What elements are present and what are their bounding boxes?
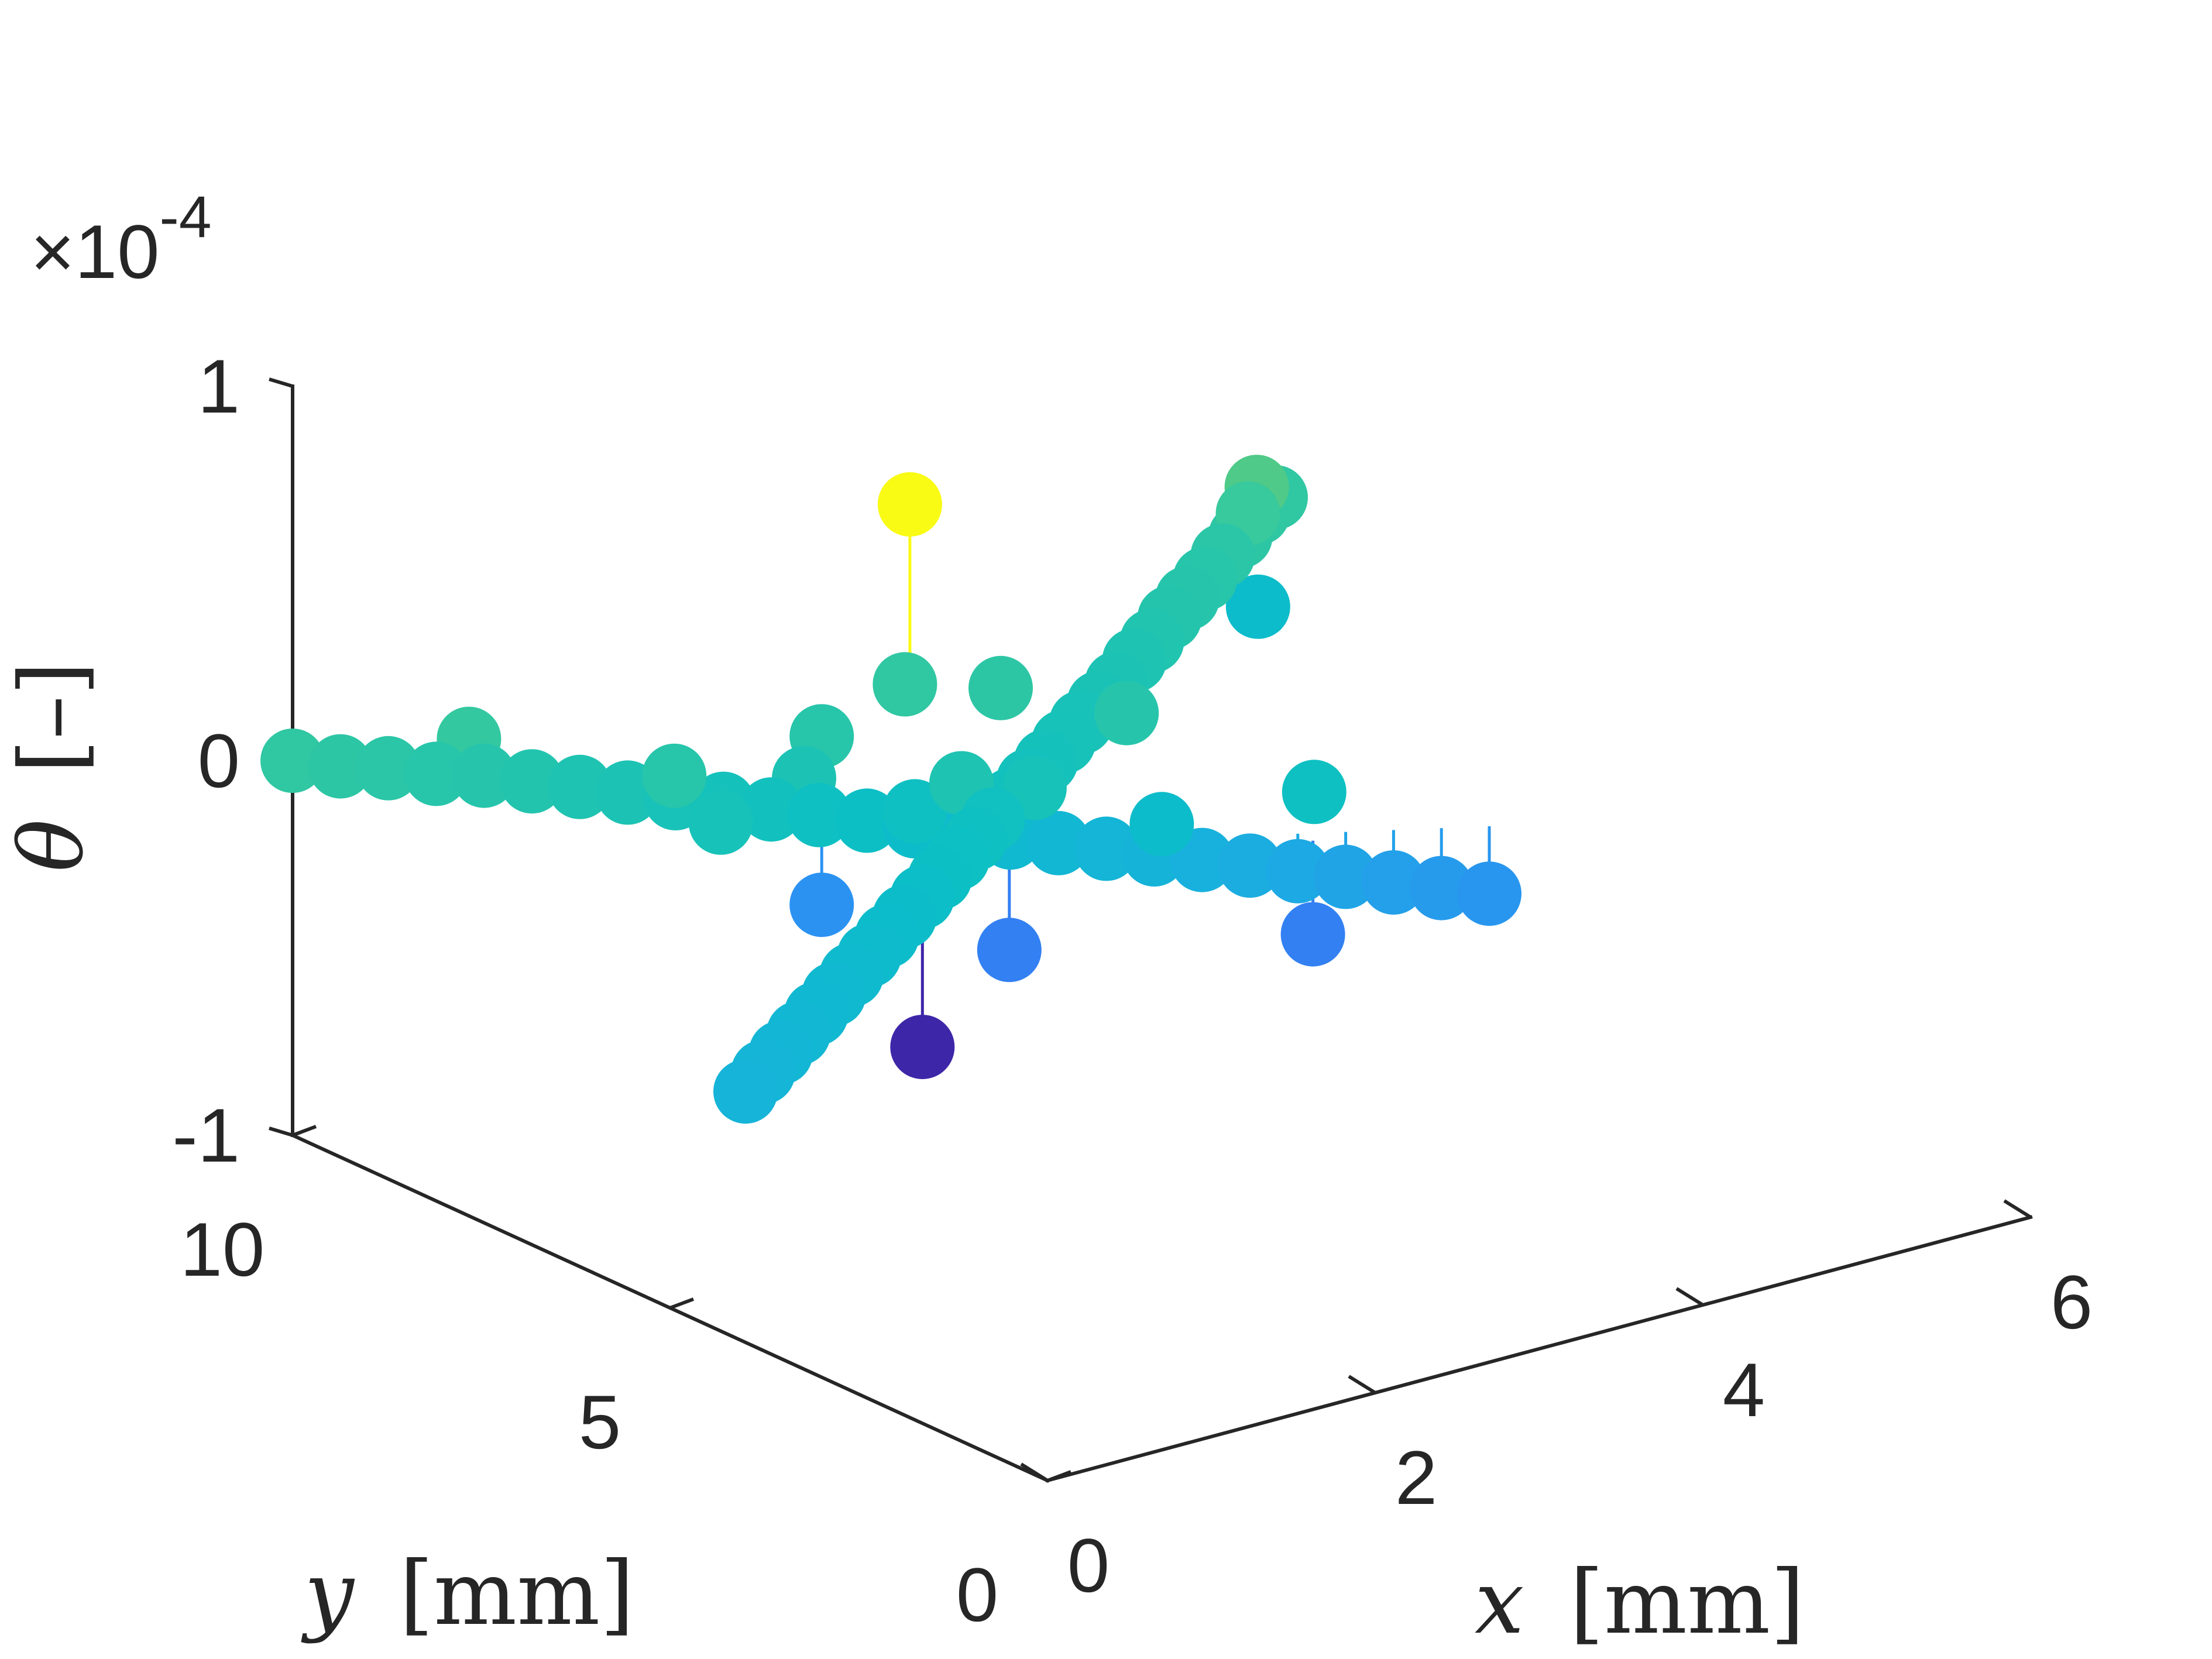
data-point xyxy=(547,754,612,819)
data-point xyxy=(1361,850,1426,915)
y-axis-label: y [mm] xyxy=(301,1543,634,1645)
x-tick-label: 4 xyxy=(1723,1347,1765,1433)
z-axis-var: θ xyxy=(1,819,103,872)
x-axis-var: x xyxy=(1475,1552,1524,1654)
data-point xyxy=(786,782,851,847)
z-tick-label: 0 xyxy=(198,718,240,803)
z-axis-unit: [–] xyxy=(1,661,103,774)
data-point xyxy=(1313,844,1378,909)
y-axis-var: y xyxy=(301,1543,355,1645)
data-point xyxy=(1282,760,1347,825)
data-point xyxy=(356,736,421,801)
x-axis-line xyxy=(1045,1215,2033,1483)
x-tick-mark xyxy=(1675,1287,1704,1307)
data-point xyxy=(1265,839,1330,904)
z-tick-mark xyxy=(269,1126,293,1137)
x-tick-mark xyxy=(1348,1375,1376,1394)
data-point xyxy=(404,741,469,806)
z-exponent-multiplier: ×10-4 xyxy=(30,184,211,294)
data-point xyxy=(642,743,707,808)
y-tick-label: 10 xyxy=(180,1207,265,1292)
data-point xyxy=(1457,861,1521,926)
axes: 0 2 4 6 0 5 10 -1 0 1 xyxy=(172,344,2093,1637)
x-tick-label: 0 xyxy=(1067,1523,1110,1608)
labels: ×10-4 y [mm] x [mm] θ [–] xyxy=(1,184,1805,1654)
x-axis-label: x [mm] xyxy=(1475,1552,1805,1654)
z-tick-label: 1 xyxy=(198,344,240,429)
z-tick-label: -1 xyxy=(172,1093,240,1178)
data-point xyxy=(877,472,942,537)
data-point xyxy=(452,743,517,808)
data-point xyxy=(1074,816,1139,881)
data-point xyxy=(977,918,1042,983)
data-point xyxy=(1094,681,1159,746)
x-tick-mark xyxy=(2003,1199,2032,1219)
data-point xyxy=(834,788,899,853)
y-tick-mark xyxy=(669,1297,695,1310)
x-tick-label: 6 xyxy=(2050,1259,2093,1345)
y-tick-label: 0 xyxy=(956,1552,998,1637)
data-point xyxy=(713,1059,778,1124)
data-point xyxy=(789,873,854,937)
data-point xyxy=(873,652,937,717)
data-point xyxy=(688,790,753,855)
y-axis-unit: [mm] xyxy=(399,1543,634,1645)
data-point xyxy=(308,734,373,799)
z-multiplier-base: ×10 xyxy=(30,209,160,294)
data-point xyxy=(882,779,947,844)
data-point xyxy=(1026,810,1091,875)
x-tick-mark xyxy=(1020,1462,1049,1482)
data-point xyxy=(1409,856,1474,920)
z-tick-mark xyxy=(269,377,293,388)
data-point xyxy=(1129,792,1194,857)
data-points xyxy=(260,455,1521,1124)
data-point xyxy=(968,655,1033,720)
y-tick-label: 5 xyxy=(579,1379,621,1465)
data-point xyxy=(739,777,803,842)
data-point xyxy=(1218,833,1282,898)
data-point xyxy=(890,1015,955,1080)
x-axis-unit: [mm] xyxy=(1569,1552,1805,1654)
data-point xyxy=(1225,574,1290,639)
y-tick-mark xyxy=(291,1125,317,1137)
x-tick-label: 2 xyxy=(1395,1435,1437,1520)
z-axis-label: θ [–] xyxy=(1,661,103,872)
z-multiplier-exponent: -4 xyxy=(160,184,212,250)
data-point xyxy=(260,729,325,793)
y-tick-mark xyxy=(1046,1470,1072,1482)
data-point xyxy=(500,749,564,814)
data-point xyxy=(1280,902,1345,967)
